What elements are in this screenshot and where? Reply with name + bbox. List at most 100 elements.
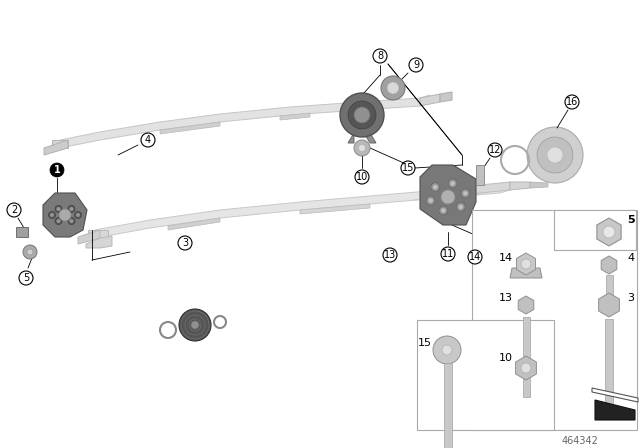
Polygon shape [348, 133, 354, 143]
Circle shape [355, 170, 369, 184]
Circle shape [488, 143, 502, 157]
Text: 14: 14 [469, 252, 481, 262]
Polygon shape [52, 140, 68, 148]
Text: 14: 14 [499, 253, 513, 263]
Bar [523, 317, 530, 397]
Text: 16: 16 [566, 97, 578, 107]
Polygon shape [530, 182, 548, 188]
Polygon shape [16, 227, 28, 237]
Text: 11: 11 [442, 249, 454, 259]
Polygon shape [364, 133, 376, 143]
Circle shape [55, 218, 62, 224]
Circle shape [27, 249, 33, 255]
Text: 5: 5 [627, 215, 635, 225]
Circle shape [547, 147, 563, 163]
Circle shape [431, 183, 440, 192]
Circle shape [141, 133, 155, 147]
Circle shape [19, 271, 33, 285]
Text: 12: 12 [489, 145, 501, 155]
Circle shape [463, 191, 468, 196]
Text: 15: 15 [402, 163, 414, 173]
Circle shape [50, 213, 54, 217]
Polygon shape [510, 268, 542, 278]
Circle shape [442, 345, 452, 355]
Circle shape [191, 321, 199, 329]
Polygon shape [44, 140, 68, 155]
Polygon shape [592, 388, 638, 402]
Text: 3: 3 [627, 293, 634, 303]
Circle shape [383, 248, 397, 262]
Circle shape [68, 206, 75, 212]
Text: 10: 10 [356, 172, 368, 182]
Text: 13: 13 [499, 293, 513, 303]
Circle shape [76, 213, 80, 217]
Polygon shape [516, 253, 536, 275]
Text: 1: 1 [54, 165, 60, 175]
Circle shape [179, 309, 211, 341]
Polygon shape [43, 193, 87, 237]
Polygon shape [470, 182, 510, 194]
Circle shape [458, 204, 463, 209]
Circle shape [354, 107, 370, 123]
Circle shape [49, 211, 56, 219]
Circle shape [439, 206, 448, 215]
Text: 9: 9 [413, 60, 419, 70]
Circle shape [70, 219, 74, 223]
Circle shape [433, 336, 461, 364]
Text: 13: 13 [384, 250, 396, 260]
Text: 4: 4 [627, 253, 635, 263]
Polygon shape [60, 95, 430, 148]
Bar [444, 363, 451, 448]
Circle shape [461, 189, 470, 198]
Circle shape [603, 226, 615, 238]
Circle shape [428, 198, 433, 203]
Circle shape [373, 49, 387, 63]
Text: 3: 3 [182, 238, 188, 248]
Circle shape [178, 236, 192, 250]
Circle shape [55, 206, 62, 212]
Circle shape [565, 95, 579, 109]
Text: 4: 4 [145, 135, 151, 145]
Polygon shape [88, 230, 108, 238]
Circle shape [401, 161, 415, 175]
Polygon shape [420, 94, 440, 106]
Circle shape [441, 190, 455, 204]
Circle shape [56, 207, 61, 211]
Text: 10: 10 [499, 353, 513, 363]
Circle shape [381, 76, 405, 100]
Text: 464342: 464342 [561, 436, 598, 446]
Bar [605, 319, 613, 407]
Circle shape [433, 185, 438, 190]
Polygon shape [78, 230, 100, 244]
Circle shape [441, 247, 455, 261]
Circle shape [74, 211, 81, 219]
Polygon shape [420, 165, 476, 225]
Circle shape [23, 245, 37, 259]
Circle shape [59, 209, 71, 221]
Circle shape [358, 145, 365, 151]
Circle shape [56, 219, 61, 223]
Text: 15: 15 [418, 338, 432, 348]
Circle shape [340, 93, 384, 137]
Circle shape [348, 101, 376, 129]
Polygon shape [300, 204, 370, 214]
Polygon shape [86, 236, 112, 248]
Circle shape [448, 179, 457, 188]
Polygon shape [516, 356, 536, 380]
Circle shape [441, 208, 446, 213]
Circle shape [354, 140, 370, 156]
Polygon shape [440, 92, 452, 102]
Polygon shape [598, 293, 620, 317]
Bar [417, 320, 554, 430]
Polygon shape [518, 296, 534, 314]
Circle shape [68, 218, 75, 224]
Polygon shape [160, 122, 220, 134]
Polygon shape [168, 218, 220, 230]
Circle shape [521, 259, 531, 269]
Text: 2: 2 [11, 205, 17, 215]
Bar [554, 210, 636, 250]
Circle shape [537, 137, 573, 173]
Circle shape [450, 181, 455, 186]
Polygon shape [510, 182, 530, 190]
Polygon shape [601, 256, 617, 274]
